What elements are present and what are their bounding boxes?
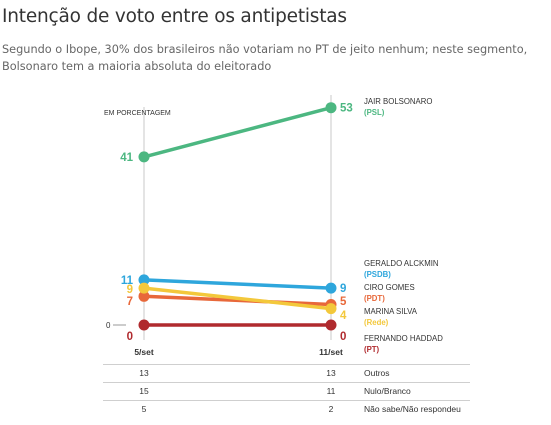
value-label-fernando-haddad: 0	[127, 331, 133, 343]
series-party-geraldo-alckmin: (PSDB)	[364, 270, 391, 279]
x-tick-label: 11/set	[319, 347, 343, 357]
value-label-geraldo-alckmin: 11	[121, 275, 134, 287]
series-line-marina-silva	[142, 286, 333, 311]
table-cell: 13	[139, 368, 149, 378]
value-label-marina-silva: 9	[127, 284, 133, 296]
series-name-marina-silva: MARINA SILVA	[364, 307, 418, 316]
x-tick-label: 5/set	[134, 347, 154, 357]
data-point-marina-silva	[138, 282, 150, 294]
value-label-ciro-gomes: 7	[127, 296, 133, 308]
series-name-jair-bolsonaro: JAIR BOLSONARO	[364, 97, 432, 106]
table-row-label: Não sabe/Não respondeu	[364, 404, 461, 414]
table-cell: 11	[327, 386, 336, 396]
series-name-fernando-haddad: FERNANDO HADDAD	[364, 334, 443, 343]
table-cell: 2	[329, 404, 334, 414]
series-name-geraldo-alckmin: GERALDO ALCKMIN	[364, 259, 439, 268]
series-party-fernando-haddad: (PT)	[364, 345, 380, 354]
value-label-geraldo-alckmin: 9	[340, 283, 346, 295]
table-cell: 5	[142, 404, 147, 414]
table-divider	[103, 382, 470, 383]
table-cell: 13	[326, 368, 336, 378]
table-cell: 15	[139, 386, 149, 396]
chart-subtitle: Segundo o Ibope, 30% dos brasileiros não…	[2, 43, 528, 73]
value-label-jair-bolsonaro: 41	[120, 152, 133, 164]
data-point-jair-bolsonaro	[138, 151, 150, 163]
chart-title: Intenção de voto entre os antipetistas	[2, 6, 347, 27]
data-point-ciro-gomes	[138, 290, 150, 302]
data-point-marina-silva	[325, 303, 337, 315]
series-line-geraldo-alckmin	[142, 278, 333, 290]
data-point-jair-bolsonaro	[325, 102, 337, 114]
data-point-fernando-haddad	[138, 319, 150, 331]
table-divider	[103, 400, 470, 401]
table-row-label: Outros	[364, 368, 390, 378]
table-divider	[103, 364, 470, 365]
value-label-ciro-gomes: 5	[340, 296, 347, 308]
series-party-jair-bolsonaro: (PSL)	[364, 108, 385, 117]
data-point-geraldo-alckmin	[138, 274, 150, 286]
zero-tick-label: 0	[106, 321, 111, 330]
data-point-geraldo-alckmin	[325, 282, 337, 294]
series-line-jair-bolsonaro	[142, 105, 333, 159]
unit-label: EM PORCENTAGEM	[104, 110, 171, 117]
value-label-jair-bolsonaro: 53	[340, 103, 353, 115]
data-point-fernando-haddad	[325, 319, 337, 331]
series-party-marina-silva: (Rede)	[364, 318, 389, 327]
series-party-ciro-gomes: (PDT)	[364, 294, 385, 303]
value-label-marina-silva: 4	[340, 310, 347, 322]
value-label-fernando-haddad: 0	[340, 331, 346, 343]
series-line-ciro-gomes	[142, 294, 333, 307]
series-name-ciro-gomes: CIRO GOMES	[364, 283, 415, 292]
table-row-label: Nulo/Branco	[364, 386, 411, 396]
